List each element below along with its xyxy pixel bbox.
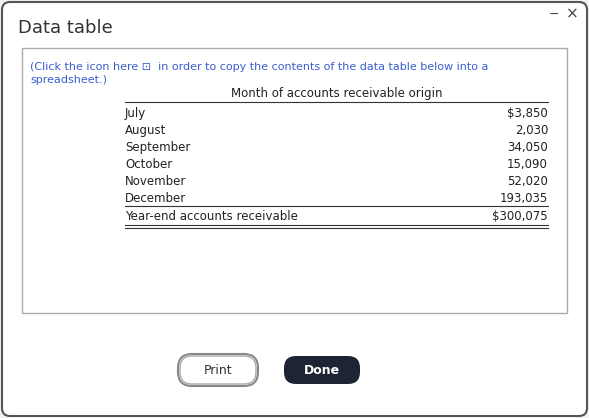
FancyBboxPatch shape: [180, 356, 256, 384]
Text: November: November: [125, 175, 186, 188]
Text: October: October: [125, 158, 172, 171]
Text: (Click the icon here ⊡  in order to copy the contents of the data table below in: (Click the icon here ⊡ in order to copy …: [30, 62, 488, 72]
Text: Data table: Data table: [18, 19, 112, 37]
Text: August: August: [125, 124, 166, 137]
Text: Year-end accounts receivable: Year-end accounts receivable: [125, 210, 298, 223]
Text: $300,075: $300,075: [492, 210, 548, 223]
Text: September: September: [125, 141, 190, 154]
Text: ×: ×: [565, 7, 578, 21]
Text: 34,050: 34,050: [507, 141, 548, 154]
Text: July: July: [125, 107, 146, 120]
Text: Print: Print: [204, 364, 232, 377]
FancyBboxPatch shape: [22, 48, 567, 313]
Text: 193,035: 193,035: [499, 192, 548, 205]
Text: −: −: [549, 8, 559, 20]
Text: December: December: [125, 192, 186, 205]
Text: spreadsheet.): spreadsheet.): [30, 75, 107, 85]
Text: 2,030: 2,030: [515, 124, 548, 137]
Text: Month of accounts receivable origin: Month of accounts receivable origin: [231, 87, 442, 100]
Text: $3,850: $3,850: [507, 107, 548, 120]
Text: Done: Done: [304, 364, 340, 377]
Text: 15,090: 15,090: [507, 158, 548, 171]
FancyBboxPatch shape: [284, 356, 360, 384]
FancyBboxPatch shape: [178, 354, 258, 386]
Text: 52,020: 52,020: [507, 175, 548, 188]
